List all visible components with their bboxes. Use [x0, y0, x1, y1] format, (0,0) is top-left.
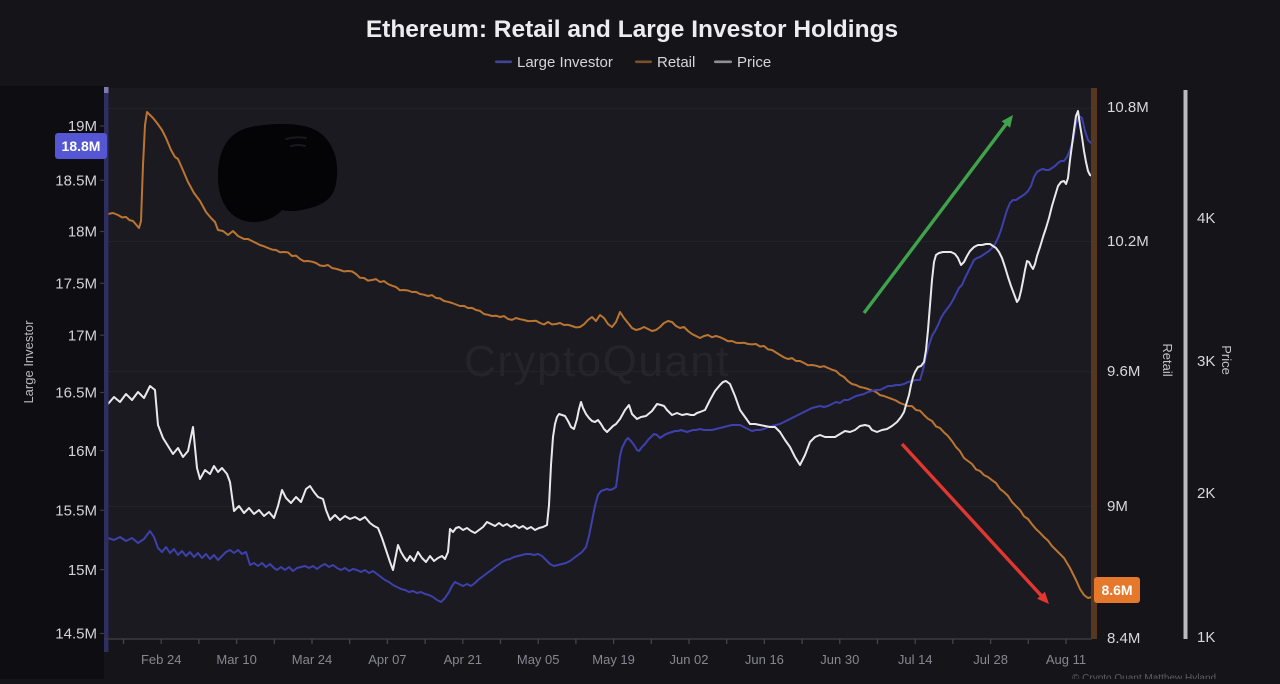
- svg-text:15.5M: 15.5M: [55, 503, 97, 520]
- svg-text:Retail: Retail: [1160, 343, 1175, 376]
- svg-text:19M: 19M: [68, 118, 97, 135]
- svg-text:Price: Price: [737, 54, 771, 71]
- svg-text:8.4M: 8.4M: [1107, 630, 1140, 647]
- svg-text:Mar 10: Mar 10: [216, 652, 256, 667]
- svg-text:16.5M: 16.5M: [55, 385, 97, 402]
- svg-text:1K: 1K: [1197, 629, 1215, 646]
- svg-text:CryptoQuant: CryptoQuant: [464, 337, 730, 386]
- svg-text:Feb 24: Feb 24: [141, 652, 181, 667]
- svg-text:3K: 3K: [1197, 353, 1215, 370]
- svg-text:9.6M: 9.6M: [1107, 363, 1140, 380]
- svg-text:Jul 14: Jul 14: [898, 652, 933, 667]
- svg-text:May 05: May 05: [517, 652, 560, 667]
- svg-text:18.5M: 18.5M: [55, 173, 97, 190]
- svg-text:18M: 18M: [68, 224, 97, 241]
- svg-text:Mar 24: Mar 24: [292, 652, 332, 667]
- svg-text:8.6M: 8.6M: [1101, 582, 1132, 598]
- svg-text:10.8M: 10.8M: [1107, 99, 1149, 116]
- svg-text:10.2M: 10.2M: [1107, 233, 1149, 250]
- svg-text:18.8M: 18.8M: [62, 138, 101, 154]
- svg-text:© Crypto Quant Matthew Hylan: © Crypto Quant Matthew Hyland: [1072, 673, 1216, 679]
- svg-text:Price: Price: [1219, 345, 1234, 375]
- svg-text:15M: 15M: [68, 562, 97, 579]
- svg-text:Jul 28: Jul 28: [973, 652, 1008, 667]
- svg-text:Apr 21: Apr 21: [444, 652, 482, 667]
- svg-text:May 19: May 19: [592, 652, 635, 667]
- svg-text:Aug 11: Aug 11: [1046, 652, 1086, 667]
- svg-text:Large Investor: Large Investor: [517, 54, 613, 71]
- svg-text:Large Investor: Large Investor: [21, 320, 36, 404]
- svg-text:9M: 9M: [1107, 498, 1128, 515]
- svg-text:16M: 16M: [68, 443, 97, 460]
- svg-text:Apr 07: Apr 07: [368, 652, 406, 667]
- svg-text:Jun 30: Jun 30: [820, 652, 859, 667]
- svg-text:Retail: Retail: [657, 54, 695, 71]
- svg-text:2K: 2K: [1197, 485, 1215, 502]
- svg-text:14.5M: 14.5M: [55, 626, 97, 643]
- svg-text:17.5M: 17.5M: [55, 276, 97, 293]
- svg-text:Jun 02: Jun 02: [669, 652, 708, 667]
- svg-text:4K: 4K: [1197, 210, 1215, 227]
- svg-text:17M: 17M: [68, 327, 97, 344]
- svg-text:Ethereum: Retail and Large Inv: Ethereum: Retail and Large Investor Hold…: [366, 16, 898, 43]
- svg-text:Jun 16: Jun 16: [745, 652, 784, 667]
